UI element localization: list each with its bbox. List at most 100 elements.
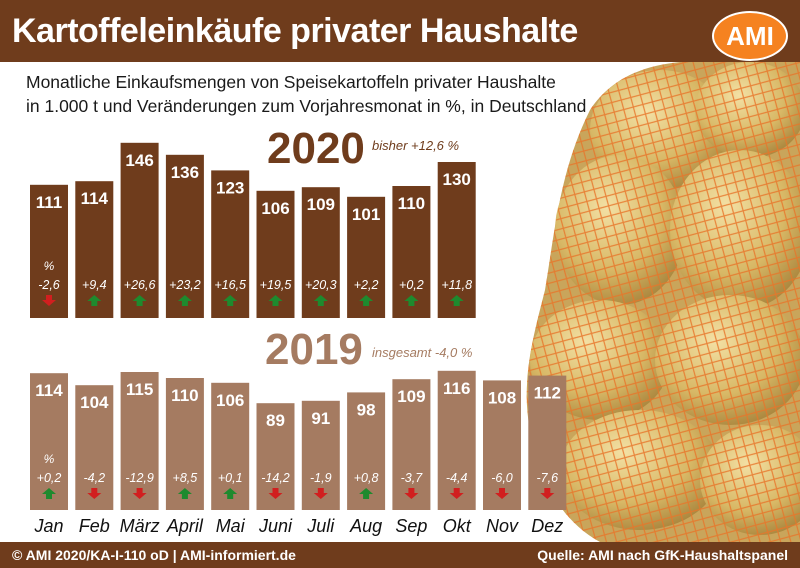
change-label-2019-0: +0,2: [37, 471, 62, 485]
up-arrow-icon-2020-4: [223, 295, 238, 306]
value-label-2020-2: 146: [125, 151, 153, 170]
down-arrow-icon-2020-0: [42, 295, 56, 306]
change-label-2020-0: -2,6: [38, 278, 60, 292]
value-label-2020-9: 130: [443, 170, 471, 189]
header-bar: [0, 0, 800, 62]
subtitle-line-2: in 1.000 t und Veränderungen zum Vorjahr…: [26, 96, 587, 116]
year-2020-note: bisher +12,6 %: [372, 138, 459, 153]
year-2020-label: 2020: [267, 124, 365, 173]
change-label-2019-2: -12,9: [125, 471, 154, 485]
chart-title: Kartoffeleinkäufe privater Haushalte: [12, 12, 578, 50]
value-label-2019-8: 109: [397, 387, 425, 406]
change-label-2019-4: +0,1: [218, 471, 243, 485]
value-label-2019-0: 114: [35, 381, 63, 400]
month-label-6: Juli: [306, 516, 335, 536]
up-arrow-icon-2019-4: [223, 488, 238, 499]
footer-source: Quelle: AMI nach GfK-Haushaltspanel: [537, 547, 788, 563]
up-arrow-icon-2020-1: [87, 295, 102, 306]
month-label-10: Nov: [486, 516, 519, 536]
up-arrow-icon-2019-7: [359, 488, 374, 499]
month-label-3: April: [166, 516, 204, 536]
bar-2020-4: [211, 170, 250, 318]
value-label-2019-9: 116: [443, 379, 470, 398]
up-arrow-icon-2020-9: [449, 295, 464, 306]
change-label-2020-2: +26,6: [124, 278, 156, 292]
down-arrow-icon-2019-11: [540, 488, 555, 499]
change-label-2020-4: +16,5: [214, 278, 246, 292]
down-arrow-icon-2019-6: [313, 488, 328, 499]
value-label-2020-1: 114: [81, 189, 109, 208]
month-label-2: März: [120, 516, 160, 536]
month-label-5: Juni: [258, 516, 293, 536]
change-label-2019-6: -1,9: [310, 471, 332, 485]
value-label-2019-11: 112: [534, 384, 561, 403]
bar-2019-11: [528, 375, 567, 510]
value-label-2019-3: 110: [171, 386, 198, 405]
value-label-2019-4: 106: [216, 391, 244, 410]
change-label-2020-1: +9,4: [82, 278, 107, 292]
value-label-2019-10: 108: [488, 388, 516, 407]
value-label-2019-6: 91: [311, 409, 330, 428]
up-arrow-icon-2020-6: [313, 295, 328, 306]
pct-symbol-2019: %: [44, 452, 55, 466]
down-arrow-icon-2019-5: [268, 488, 283, 499]
month-label-9: Okt: [443, 516, 472, 536]
change-label-2019-5: -14,2: [261, 471, 290, 485]
change-label-2019-11: -7,6: [537, 471, 559, 485]
value-label-2020-0: 111: [36, 193, 63, 212]
pct-symbol-2020: %: [44, 259, 55, 273]
month-label-11: Dez: [531, 516, 563, 536]
month-label-7: Aug: [349, 516, 382, 536]
subtitle: Monatliche Einkaufsmengen von Speisekart…: [26, 70, 586, 118]
down-arrow-icon-2019-1: [87, 488, 102, 499]
change-label-2019-10: -6,0: [491, 471, 513, 485]
value-label-2019-2: 115: [126, 380, 153, 399]
down-arrow-icon-2019-2: [132, 488, 147, 499]
bar-2020-2: [120, 142, 159, 318]
change-label-2020-6: +20,3: [305, 278, 337, 292]
up-arrow-icon-2020-7: [359, 295, 374, 306]
up-arrow-icon-2019-3: [177, 488, 192, 499]
up-arrow-icon-2020-8: [404, 295, 419, 306]
year-2019-note: insgesamt -4,0 %: [372, 345, 472, 360]
value-label-2020-4: 123: [216, 178, 244, 197]
footer-bar: © AMI 2020/KA-I-110 oD | AMI-informiert.…: [0, 542, 800, 568]
bar-2020-3: [165, 154, 204, 318]
change-label-2019-7: +0,8: [354, 471, 379, 485]
down-arrow-icon-2019-9: [449, 488, 464, 499]
change-label-2019-9: -4,4: [446, 471, 468, 485]
month-label-4: Mai: [216, 516, 246, 536]
bar-2020-9: [437, 162, 476, 318]
value-label-2019-1: 104: [80, 393, 109, 412]
value-label-2020-8: 110: [398, 194, 425, 213]
up-arrow-icon-2020-3: [177, 295, 192, 306]
footer-copyright: © AMI 2020/KA-I-110 oD | AMI-informiert.…: [12, 547, 296, 563]
change-label-2020-5: +19,5: [260, 278, 292, 292]
value-label-2020-3: 136: [171, 163, 199, 182]
change-label-2019-8: -3,7: [401, 471, 424, 485]
bar-2019-2: [120, 372, 159, 510]
value-label-2020-5: 106: [261, 199, 289, 218]
potato-net-shape: [526, 62, 800, 542]
value-label-2020-6: 109: [307, 195, 335, 214]
down-arrow-icon-2019-10: [495, 488, 509, 499]
change-label-2020-3: +23,2: [169, 278, 201, 292]
change-label-2019-1: -4,2: [84, 471, 106, 485]
month-label-1: Feb: [79, 516, 110, 536]
change-label-2020-9: +11,8: [441, 278, 472, 292]
month-label-0: Jan: [33, 516, 63, 536]
change-label-2020-7: +2,2: [354, 278, 379, 292]
bar-2019-0: [30, 373, 68, 510]
year-2019-label: 2019: [265, 325, 363, 374]
up-arrow-icon-2020-2: [132, 295, 147, 306]
down-arrow-icon-2019-8: [404, 488, 419, 499]
up-arrow-icon-2020-5: [268, 295, 283, 306]
value-label-2019-5: 89: [266, 411, 285, 430]
bar-2019-9: [437, 370, 476, 510]
change-label-2019-3: +8,5: [173, 471, 198, 485]
value-label-2020-7: 101: [352, 205, 380, 224]
value-label-2019-7: 98: [357, 400, 376, 419]
